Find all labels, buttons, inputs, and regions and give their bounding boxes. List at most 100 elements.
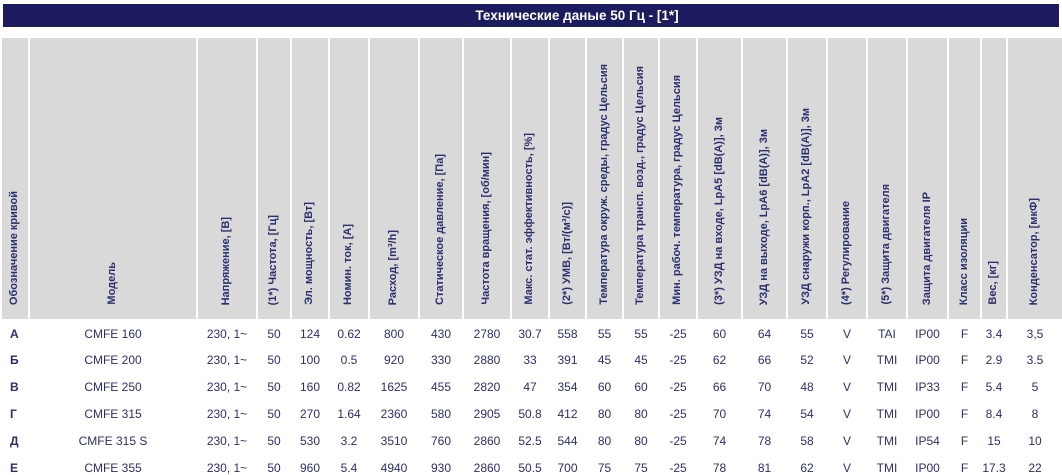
column-header-label: Вес, [кг] — [987, 261, 1000, 305]
table-row: В CMFE 250 230, 1~ 50 160 0.82 1625 455 2820 47 35… — [1, 373, 1062, 400]
cell-frequency: 50 — [267, 327, 281, 341]
column-header-label: (4*) Регулирование — [840, 201, 853, 305]
cell-transport-air-temp: 75 — [634, 460, 648, 475]
cell-capacitor: 3,5 — [1026, 327, 1044, 341]
cell-max-static-efficiency: 30.7 — [518, 327, 542, 341]
cell-spl-outlet: 74 — [757, 406, 772, 421]
cell-model: CMFE 315 S — [78, 433, 148, 448]
column-header-label: (5*) Защита двигателя — [880, 184, 893, 305]
column-header-regulation: (4*) Регулирование — [826, 38, 868, 319]
cell-static-pressure: 455 — [430, 379, 452, 394]
cell-umv: 558 — [557, 327, 578, 341]
cell-insulation-class: F — [960, 433, 969, 448]
cell-spl-casing: 58 — [800, 433, 814, 448]
column-header-weight: Вес, [кг] — [980, 38, 1008, 319]
cell-spl-outlet: 81 — [757, 460, 772, 475]
cell-motor-protection-ip: IP00 — [915, 460, 940, 475]
cell-static-pressure: 760 — [430, 433, 452, 448]
cell-ambient-temp: 55 — [597, 327, 612, 341]
tech-table: Обозначение кривой Модель Напряжение, [В] (… — [0, 38, 1062, 475]
column-header-spl-casing: УЗД снаружи корп., LpA2 [dB(A)], 3м — [786, 38, 828, 319]
cell-transport-air-temp: 55 — [634, 327, 648, 341]
column-header-motor-protection-ip: Защита двигателя IP — [906, 38, 949, 319]
cell-regulation: V — [842, 379, 851, 394]
cell-airflow: 920 — [383, 352, 405, 367]
column-header-label: Статическое давление, [Па] — [434, 154, 447, 305]
cell-capacitor: 22 — [1028, 460, 1042, 475]
column-header-el-power: Эл. мощность, [Вт] — [290, 38, 330, 319]
cell-curve: Г — [10, 406, 17, 421]
cell-motor-protection-ip: IP00 — [915, 352, 940, 367]
cell-motor-protection: TAI — [878, 327, 896, 341]
cell-spl-inlet: 78 — [712, 460, 727, 475]
cell-transport-air-temp: 80 — [634, 406, 648, 421]
cell-max-static-efficiency: 50.5 — [518, 460, 542, 475]
column-header-rotation-speed: Частота вращения, [об/мин] — [462, 38, 512, 319]
cell-el-power: 100 — [299, 352, 321, 367]
cell-regulation: V — [842, 433, 851, 448]
cell-weight: 5.4 — [985, 379, 1003, 394]
cell-motor-protection-ip: IP00 — [915, 406, 940, 421]
cell-min-working-temp: -25 — [669, 379, 687, 394]
cell-ambient-temp: 80 — [597, 433, 612, 448]
table-title-bar: Технические даные 50 Гц - [1*] — [3, 4, 1059, 27]
cell-max-static-efficiency: 33 — [523, 352, 537, 367]
cell-nominal-current: 0.82 — [337, 379, 361, 394]
cell-el-power: 960 — [299, 460, 321, 475]
cell-nominal-current: 0.5 — [340, 352, 358, 367]
column-header-label: Обозначение кривой — [8, 190, 21, 305]
column-header-insulation-class: Класс изоляции — [947, 38, 982, 319]
cell-rotation-speed: 2860 — [473, 433, 501, 448]
cell-motor-protection: TMI — [876, 379, 898, 394]
column-header-ambient-temp: Температура окруж. среды, градус Цельсия — [585, 38, 624, 319]
column-header-nominal-current: Номин. ток, [А] — [328, 38, 370, 319]
cell-el-power: 160 — [299, 379, 321, 394]
cell-regulation: V — [842, 327, 851, 341]
column-header-label: Температура трансп. возд., градус Цельси… — [634, 66, 647, 305]
cell-rotation-speed: 2860 — [473, 460, 501, 475]
column-header-min-working-temp: Мин. рабоч. температура, градус Цельсия — [658, 38, 698, 319]
column-header-umv: (2*) УМВ, [Вт/(м³/с)] — [548, 38, 587, 319]
cell-insulation-class: F — [960, 460, 969, 475]
cell-spl-outlet: 78 — [757, 433, 772, 448]
cell-regulation: V — [842, 460, 851, 475]
column-header-label: (2*) УМВ, [Вт/(м³/с)] — [560, 202, 573, 305]
cell-umv: 354 — [557, 379, 578, 394]
cell-weight: 15 — [987, 433, 1001, 448]
cell-el-power: 124 — [299, 327, 321, 341]
column-header-label: Температура окруж. среды, градус Цельсия — [597, 64, 610, 305]
cell-spl-casing: 55 — [800, 327, 814, 341]
cell-capacitor: 10 — [1028, 433, 1042, 448]
table-row: Д CMFE 315 S 230, 1~ 50 530 3.2 3510 760 2860 52.… — [1, 427, 1062, 454]
column-header-curve: Обозначение кривой — [0, 38, 30, 319]
cell-regulation: V — [842, 406, 851, 421]
cell-model: CMFE 200 — [84, 352, 142, 367]
column-header-static-pressure: Статическое давление, [Па] — [418, 38, 464, 319]
cell-curve: Б — [10, 352, 19, 367]
cell-voltage: 230, 1~ — [206, 327, 248, 341]
cell-airflow: 4940 — [380, 460, 408, 475]
column-header-label: УЗД на выходе, LpA6 [dB(A)], 3м — [757, 128, 770, 305]
cell-spl-inlet: 60 — [712, 327, 727, 341]
column-header-label: Частота вращения, [об/мин] — [480, 152, 493, 305]
column-header-label: (3*) УЗД на входе, LpA5 [dB(A)], 3м — [712, 117, 725, 305]
column-header-label: Номин. ток, [А] — [342, 223, 355, 305]
cell-weight: 8.4 — [985, 406, 1003, 421]
cell-el-power: 530 — [299, 433, 321, 448]
cell-min-working-temp: -25 — [669, 352, 687, 367]
column-header-label: Класс изоляции — [957, 217, 970, 305]
cell-voltage: 230, 1~ — [206, 352, 248, 367]
cell-airflow: 1625 — [380, 379, 408, 394]
cell-airflow: 800 — [383, 327, 405, 341]
column-header-label: Конденсатор, [мкФ] — [1028, 197, 1041, 305]
cell-frequency: 50 — [267, 433, 281, 448]
cell-transport-air-temp: 45 — [634, 352, 648, 367]
cell-min-working-temp: -25 — [669, 406, 687, 421]
cell-weight: 17.3 — [982, 460, 1006, 475]
cell-transport-air-temp: 80 — [634, 433, 648, 448]
cell-max-static-efficiency: 52.5 — [518, 433, 542, 448]
cell-umv: 700 — [557, 460, 578, 475]
cell-insulation-class: F — [960, 379, 969, 394]
cell-airflow: 3510 — [380, 433, 408, 448]
cell-rotation-speed: 2780 — [473, 327, 501, 341]
